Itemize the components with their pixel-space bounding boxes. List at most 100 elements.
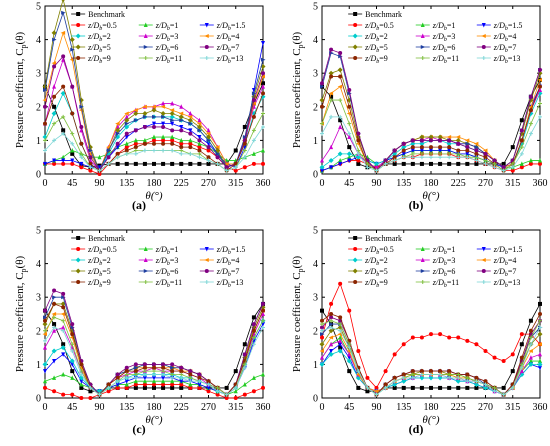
data-point [179,161,184,166]
data-point [251,138,256,143]
x-tick-label: 0 [320,402,325,413]
data-point [124,372,129,377]
data-point [233,388,238,394]
data-point [169,108,175,113]
data-point [429,372,433,377]
data-point [347,145,352,150]
data-point [338,322,343,327]
data-point [374,161,379,167]
data-point [215,392,220,397]
legend-entry-label: z/Db=9 [87,54,111,65]
data-point [419,375,425,381]
data-point [197,155,202,160]
data-point [251,335,256,340]
data-point [483,379,488,384]
data-point [538,114,542,119]
legend-entry-label: Benchmark [88,10,125,19]
data-point [197,138,202,143]
series-zDb7 [43,54,265,173]
legend-marker [420,22,425,27]
legend-marker [204,23,209,28]
legend-marker [353,12,358,16]
data-point [206,131,211,136]
data-point [510,145,515,150]
legend-entry-label: z/Db=11 [155,278,182,289]
data-point [88,385,93,390]
data-point [251,151,256,156]
data-point [410,155,415,160]
data-point [483,385,488,391]
data-point [61,128,66,133]
data-point [501,359,506,364]
data-point [474,379,479,384]
x-tick-label: 360 [256,178,271,189]
data-point [537,331,543,337]
data-point [374,168,379,173]
data-point [528,355,533,360]
data-point [538,67,542,72]
data-point [528,318,533,323]
data-point [337,348,343,354]
data-point [52,94,57,99]
data-point [456,385,461,390]
legend-entry-label: z/Db=5 [87,267,111,278]
legend-marker [143,22,148,27]
data-point [152,161,156,166]
data-point [538,301,542,306]
data-point [79,155,84,160]
x-tick-label: 270 [201,402,216,413]
data-point [115,121,120,126]
legend-marker [353,23,358,27]
data-point [483,151,488,156]
data-point [519,165,524,170]
x-axis-label: θ(°) [422,414,439,426]
data-point [152,141,156,146]
data-point [133,145,138,150]
data-point [474,155,479,160]
data-point [42,98,47,103]
data-point [428,375,434,381]
legend-entry-label: z/Db=9 [364,278,388,289]
legend-entry-label: z/Db=11 [432,278,459,289]
data-point [233,385,238,390]
data-point [179,365,184,370]
data-point [152,369,156,374]
data-point [455,378,461,384]
data-point [196,124,202,130]
data-point [170,148,175,153]
data-point [196,121,202,126]
data-point [365,385,370,390]
legend-marker [481,23,486,28]
data-point [115,127,121,133]
data-point [465,385,470,390]
data-point [410,375,415,380]
data-point [115,131,121,136]
data-point [401,375,406,380]
data-point [70,325,75,330]
data-point [43,345,47,350]
data-point [60,345,66,351]
data-point [392,352,397,357]
data-point [483,348,488,353]
data-point [338,338,343,343]
legend-marker [75,257,81,263]
x-tick-label: 225 [451,402,466,413]
data-point [224,392,229,397]
y-tick-label: 0 [36,170,41,181]
data-point [43,338,47,343]
data-point [456,335,461,340]
data-point [124,111,129,116]
x-tick-label: 225 [174,178,189,189]
panel-label: (c) [132,422,145,436]
data-point [179,145,184,150]
legend-entry-label: Benchmark [365,234,402,243]
data-point [319,361,325,367]
legend-entry-label: z/Db=1 [155,21,179,32]
data-point [374,389,379,394]
data-point [197,117,202,123]
y-tick-label: 5 [36,226,41,237]
data-point [538,161,542,166]
data-point [170,121,175,127]
data-point [152,121,156,127]
data-point [188,382,193,387]
